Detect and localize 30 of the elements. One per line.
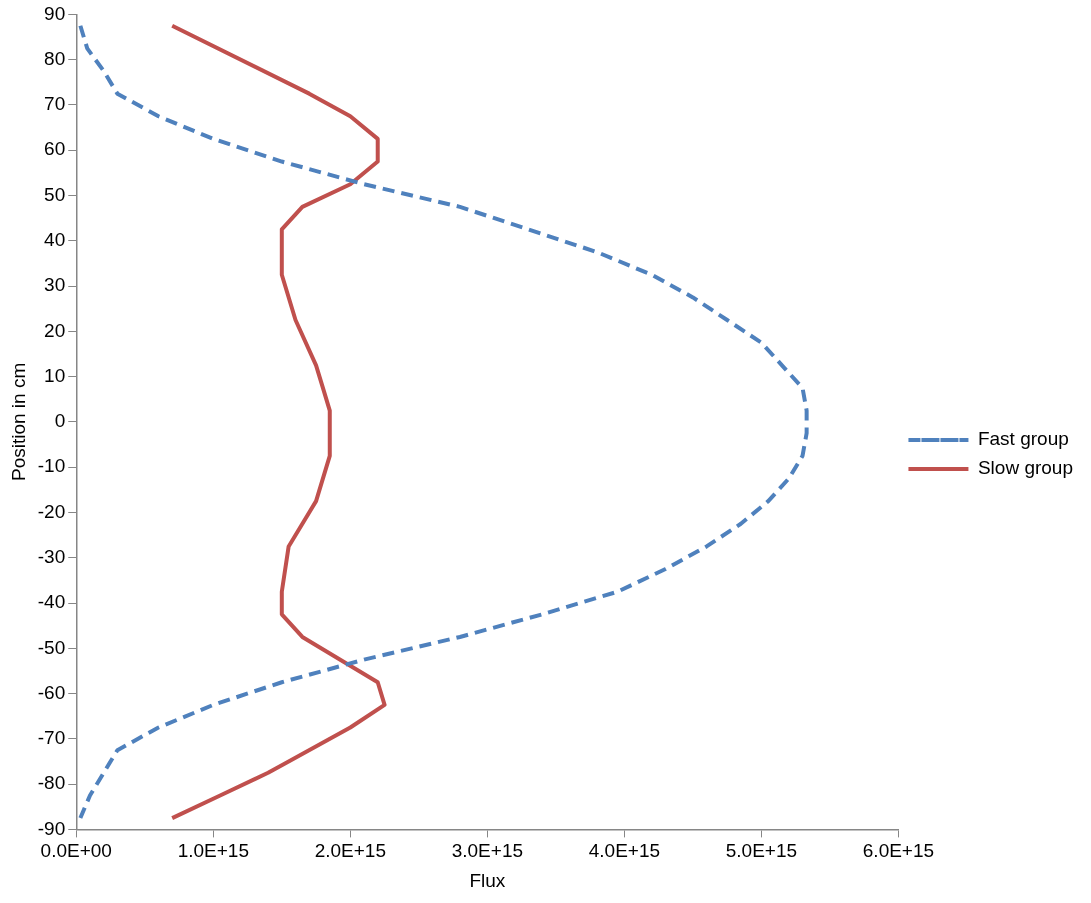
y-tick-label: -70 — [37, 727, 66, 749]
x-tick-label: 0.0E+00 — [40, 840, 112, 862]
x-tick-label: 1.0E+15 — [177, 840, 249, 862]
y-tick-label: -80 — [37, 772, 66, 794]
y-tick-label: 80 — [44, 47, 66, 69]
x-axis-title: Flux — [469, 869, 506, 891]
y-tick-label: 50 — [44, 183, 66, 205]
x-tick-label: 6.0E+15 — [862, 840, 935, 862]
y-tick-label: -50 — [37, 636, 66, 658]
x-tick-label: 2.0E+15 — [314, 840, 386, 862]
y-tick-label: 0 — [54, 410, 66, 432]
legend-label: Slow group — [977, 457, 1074, 479]
x-tick-label: 3.0E+15 — [451, 840, 524, 862]
y-tick-label: 70 — [44, 93, 66, 115]
x-tick-label: 5.0E+15 — [725, 840, 798, 862]
y-tick-label: -60 — [37, 681, 66, 703]
y-tick-label: 40 — [44, 229, 66, 251]
y-tick-label: 20 — [44, 319, 66, 341]
y-tick-label: 90 — [44, 2, 66, 24]
y-tick-label: 30 — [44, 274, 66, 296]
y-tick-label: 10 — [44, 364, 66, 386]
y-tick-label: -30 — [37, 545, 66, 567]
x-tick-label: 4.0E+15 — [588, 840, 661, 862]
y-tick-label: -90 — [37, 817, 66, 839]
y-tick-label: -20 — [37, 500, 66, 522]
y-tick-label: -10 — [37, 455, 66, 477]
legend-label: Fast group — [977, 428, 1069, 450]
y-axis-title: Position in cm — [7, 362, 29, 482]
y-tick-label: -40 — [37, 591, 66, 613]
y-tick-label: 60 — [44, 138, 66, 160]
